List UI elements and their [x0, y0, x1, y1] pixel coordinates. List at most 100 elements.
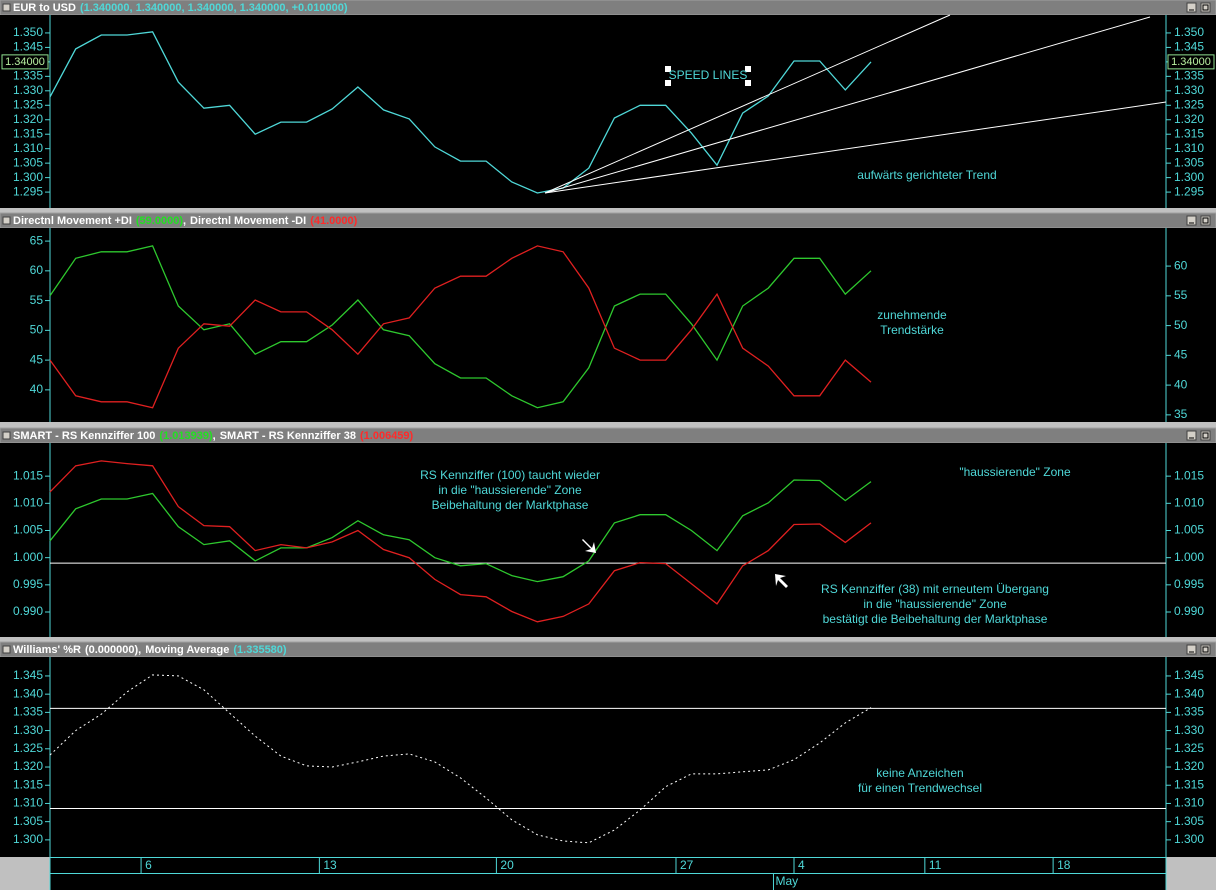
speed-line: [544, 101, 1167, 194]
legend-value: (0.000000): [85, 644, 139, 656]
selection-handles: [665, 66, 751, 86]
y-tick-label: 1.315: [13, 126, 43, 140]
handle: [665, 66, 671, 72]
y-tick-label: 0.990: [13, 604, 43, 618]
y-tick-label-right: 1.305: [1174, 155, 1204, 169]
arrow: [775, 574, 788, 588]
y-tick-label-right: 1.315: [1174, 777, 1204, 791]
y-tick-label: 1.330: [13, 83, 43, 97]
y-tick-label: 1.325: [13, 97, 43, 111]
icon-glyph: [1202, 646, 1209, 653]
header-separator: ,: [138, 644, 141, 656]
y-tick-label-right: 1.000: [1174, 550, 1204, 564]
last-value-label: 1.34000: [5, 56, 45, 68]
y2-tick-label: 40: [1174, 377, 1188, 391]
header-separator: ,: [183, 215, 186, 227]
last-value-box: [1167, 54, 1215, 70]
y-tick-label-right: 1.320: [1174, 759, 1204, 773]
y-tick-label-right: 1.345: [1174, 40, 1204, 54]
y-tick-label: 1.345: [13, 668, 43, 682]
legend-entry: Williams' %R: [13, 644, 81, 656]
y2-tick-label: 50: [1174, 318, 1188, 332]
y-tick-label-right: 1.325: [1174, 741, 1204, 755]
annotation: für einen Trendwechsel: [858, 781, 982, 795]
icon-glyph: [1202, 4, 1209, 11]
annotation: zunehmende: [877, 308, 947, 322]
x-tick-label: 6: [145, 858, 152, 872]
y-tick-label: 1.000: [13, 550, 43, 564]
y-tick-label-right: 1.335: [1174, 705, 1204, 719]
y-tick-label: 1.320: [13, 759, 43, 773]
speed-line: [544, 14, 951, 194]
annotation: in die "haussierende" Zone: [438, 483, 582, 497]
annotation: Trendstärke: [880, 323, 944, 337]
y-tick-label: 1.300: [13, 832, 43, 846]
month-label: May: [775, 874, 798, 888]
y-tick-label-right: 1.320: [1174, 112, 1204, 126]
legend-value: (1.013939): [159, 430, 213, 442]
annotation: aufwärts gerichteter Trend: [857, 168, 996, 182]
y-tick-label-right: 1.310: [1174, 141, 1204, 155]
y-tick-label: 1.335: [13, 69, 43, 83]
annotation: in die "haussierende" Zone: [863, 597, 1007, 611]
x-tick-label: 11: [929, 858, 942, 872]
y-tick-label: 1.310: [13, 141, 43, 155]
y-tick-label-right: 1.005: [1174, 523, 1204, 537]
y-tick-label: 1.015: [13, 468, 43, 482]
icon-glyph: [1202, 432, 1209, 439]
y-tick-label: 1.350: [13, 25, 43, 39]
y-tick-label: 1.310: [13, 796, 43, 810]
y-tick-label-right: 1.300: [1174, 170, 1204, 184]
speed-lines: [544, 14, 1167, 194]
legend-value: (1.335580): [233, 644, 287, 656]
legend-value: (1.006459): [360, 430, 414, 442]
y-tick-label-right: 1.345: [1174, 668, 1204, 682]
y-tick-label: 1.320: [13, 112, 43, 126]
last-value-box: [1, 54, 49, 70]
y-tick-label: 40: [30, 382, 44, 396]
y-tick-label-right: 1.350: [1174, 25, 1204, 39]
header-icon: [1200, 430, 1211, 441]
annotation: RS Kennziffer (38) mit erneutem Übergang: [821, 582, 1049, 596]
panel-header-text: Directnl Movement +DI (59.0000), Directnl …: [13, 215, 358, 227]
header-mark: [2, 431, 11, 440]
series-line: [49, 460, 872, 623]
annotation: Beibehaltung der Marktphase: [432, 498, 589, 512]
y-tick-label-right: 0.990: [1174, 604, 1204, 618]
panel-header-text: SMART - RS Kennziffer 100 (1.013939), SMAR…: [13, 430, 414, 442]
y-tick-label-right: 1.295: [1174, 184, 1204, 198]
legend-entry: SMART - RS Kennziffer 100: [13, 430, 155, 442]
y-tick-label: 55: [30, 293, 44, 307]
annotation: bestätigt die Beibehaltung der Marktphas…: [823, 612, 1048, 626]
legend-value: (41.0000): [310, 215, 357, 227]
series-line: [49, 245, 872, 409]
y-tick-label: 1.005: [13, 523, 43, 537]
header-icon: [1200, 644, 1211, 655]
legend-entry: EUR to USD: [13, 2, 76, 14]
y-tick-label: 1.010: [13, 495, 43, 509]
legend-value: (1.340000, 1.340000, 1.340000, 1.340000,…: [80, 2, 348, 14]
y-tick-label: 1.295: [13, 184, 43, 198]
y-tick-label-right: 1.305: [1174, 814, 1204, 828]
legend-entry: Directnl Movement +DI: [13, 215, 132, 227]
plot-background: [0, 15, 1216, 208]
y2-tick-label: 35: [1174, 407, 1188, 421]
series-line: [49, 31, 872, 194]
y-tick-label: 50: [30, 323, 44, 337]
y-tick-label: 1.305: [13, 155, 43, 169]
header-icon: [1200, 215, 1211, 226]
y-tick-label-right: 1.315: [1174, 126, 1204, 140]
header-icon: [1186, 644, 1197, 655]
header-separator: ,: [213, 430, 216, 442]
y-tick-label: 1.305: [13, 814, 43, 828]
x-tick-label: 13: [323, 858, 337, 872]
annotation: "haussierende" Zone: [959, 465, 1071, 479]
y-tick-label-right: 1.340: [1174, 686, 1204, 700]
series-line: [49, 479, 872, 583]
y-tick-label: 1.345: [13, 40, 43, 54]
y2-tick-label: 45: [1174, 348, 1188, 362]
icon-glyph: [1202, 217, 1209, 224]
x-tick-label: 20: [500, 858, 514, 872]
